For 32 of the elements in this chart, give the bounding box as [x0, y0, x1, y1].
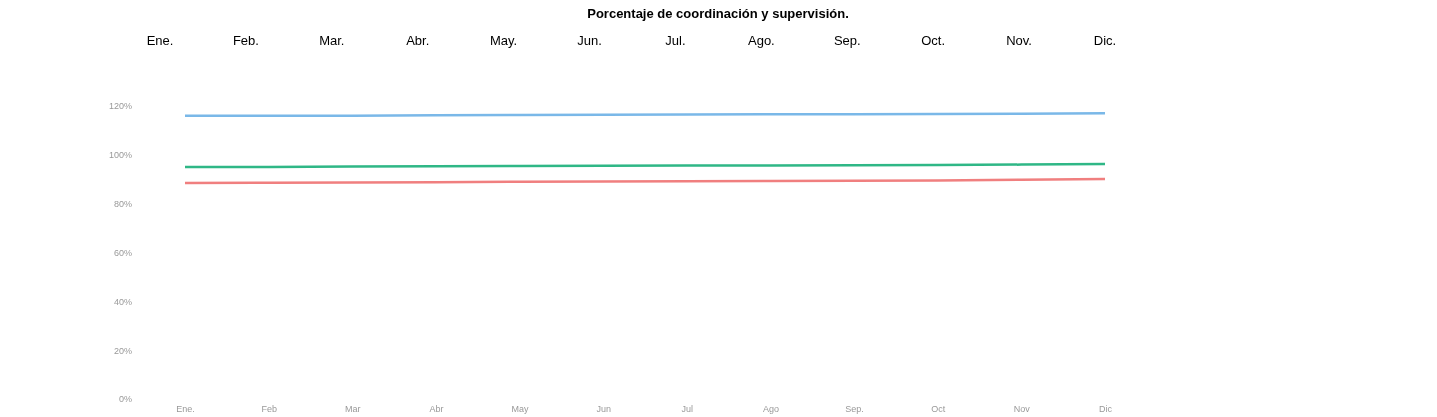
text: Ago.	[747, 33, 775, 48]
x-tick-label: Jun	[596, 404, 611, 415]
x-tick-label: Feb	[261, 404, 277, 415]
y-tick-label: 20%	[113, 345, 132, 356]
text: Abr.	[406, 33, 430, 48]
y-tick-label: 60%	[113, 247, 132, 258]
x-tick-label: Nov	[1013, 404, 1031, 415]
x-tick-label: Mar	[345, 404, 361, 415]
chart-title: Porcentaje de coordinación y supervisión.	[587, 6, 849, 21]
y-tick-label: 0%	[118, 394, 132, 405]
x-tick-label: Ene.	[176, 404, 195, 415]
x-tick-label: May	[511, 404, 530, 415]
y-tick-label: 80%	[113, 199, 132, 210]
text: Nov.	[1006, 33, 1032, 48]
text: Sep.	[833, 33, 861, 48]
x-tick-label: Jul	[681, 404, 694, 415]
text: Dic.	[1093, 33, 1117, 48]
x-tick-label: Sep.	[845, 404, 864, 415]
x-tick-label: Abr	[429, 404, 444, 415]
text: Oct.	[921, 33, 946, 48]
x-tick-label: Oct	[931, 404, 946, 415]
text: Jul.	[665, 33, 686, 48]
text: May.	[490, 33, 518, 48]
y-tick-label: 120%	[108, 101, 132, 112]
text: Jun.	[577, 33, 602, 48]
y-tick-label: 100%	[108, 150, 132, 161]
x-tick-label: Dic	[1099, 404, 1113, 415]
text: Ene.	[146, 33, 174, 48]
y-tick-label: 40%	[113, 296, 132, 307]
x-tick-label: Ago	[762, 404, 779, 415]
text: Feb.	[232, 33, 259, 48]
text: Mar.	[319, 33, 345, 48]
